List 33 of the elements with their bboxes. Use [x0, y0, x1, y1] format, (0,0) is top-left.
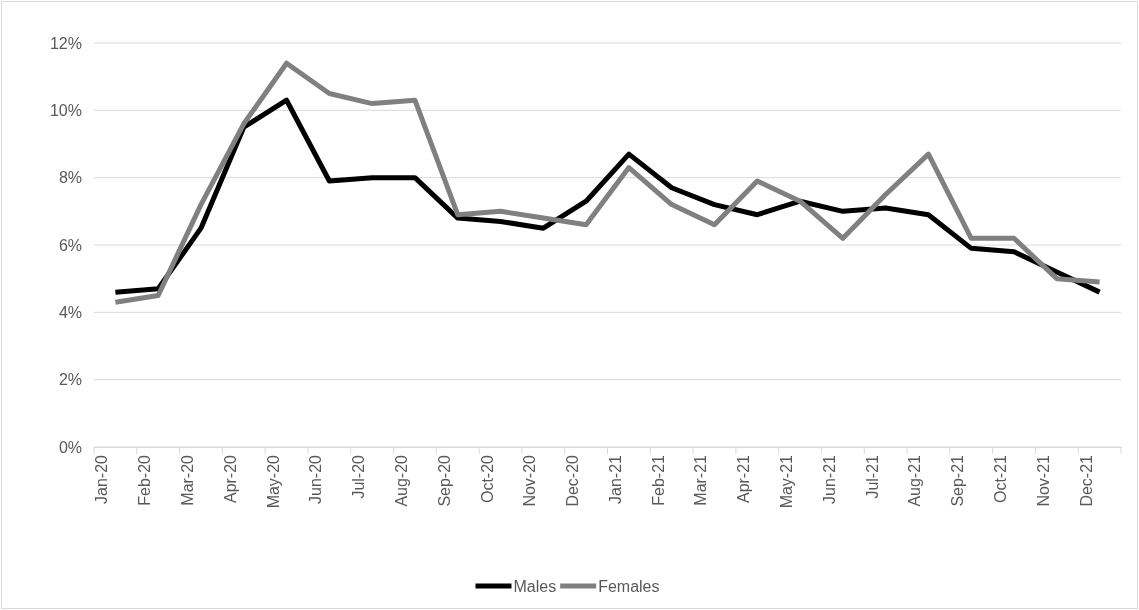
x-tick-label: Jan-20 — [93, 454, 111, 504]
legend-label: Females — [598, 577, 660, 595]
y-tick-label: 12% — [49, 34, 82, 52]
y-tick-label: 6% — [58, 236, 82, 254]
x-tick-label: Aug-21 — [906, 454, 924, 507]
x-tick-label: Mar-20 — [178, 454, 196, 506]
x-tick-label: Aug-20 — [392, 454, 410, 507]
x-tick-label: Feb-21 — [649, 454, 667, 506]
x-tick-label: Jul-21 — [863, 454, 881, 499]
x-tick-label: Oct-20 — [478, 454, 496, 504]
legend-label: Males — [513, 577, 557, 595]
y-tick-label: 8% — [58, 169, 82, 187]
x-tick-label: Nov-20 — [521, 454, 539, 507]
x-tick-label: May-21 — [778, 454, 796, 509]
x-tick-label: Oct-21 — [992, 454, 1010, 504]
y-tick-label: 0% — [58, 438, 82, 456]
x-tick-label: Sep-20 — [435, 454, 453, 507]
x-tick-label: Jun-20 — [307, 454, 325, 504]
x-tick-label: Nov-21 — [1034, 454, 1052, 507]
x-tick-label: Feb-20 — [136, 454, 154, 506]
y-tick-label: 10% — [49, 101, 82, 119]
x-tick-label: Dec-20 — [564, 454, 582, 507]
x-tick-label: Jul-20 — [350, 454, 368, 499]
x-tick-label: Sep-21 — [949, 454, 967, 507]
x-tick-label: Dec-21 — [1077, 454, 1095, 507]
y-tick-label: 2% — [58, 371, 82, 389]
x-tick-label: Mar-21 — [692, 454, 710, 506]
x-tick-label: Jun-21 — [820, 454, 838, 504]
x-tick-label: Apr-20 — [221, 454, 239, 504]
x-tick-label: Apr-21 — [735, 454, 753, 504]
x-tick-label: Jan-21 — [606, 454, 624, 504]
y-tick-label: 4% — [58, 303, 82, 321]
x-tick-label: May-20 — [264, 454, 282, 509]
